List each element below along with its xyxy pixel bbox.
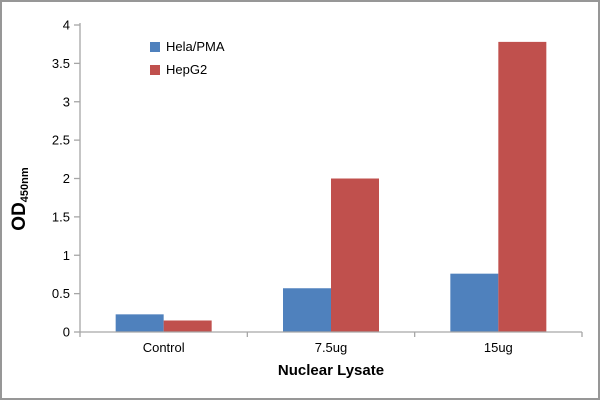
x-axis-title: Nuclear Lysate (277, 362, 385, 379)
y-axis-tick-label: 0 (63, 325, 70, 340)
legend-label: HepG2 (166, 62, 208, 77)
legend-item-hela-pma: Hela/PMA (150, 40, 225, 54)
x-axis-category-label: 7.5ug (315, 340, 348, 355)
y-axis-title-subscript: 450nm (19, 167, 31, 203)
y-axis-tick-label: 2 (63, 171, 70, 186)
y-axis-title: OD450nm (9, 129, 31, 269)
bar-hela-pma-7.5ug (283, 288, 331, 332)
x-axis-category-label: Control (143, 340, 185, 355)
x-axis-category-label: 15ug (484, 340, 513, 355)
y-axis-title-main: OD (9, 202, 30, 231)
y-axis-tick-label: 0.5 (52, 286, 70, 301)
y-axis-tick-label: 3 (63, 94, 70, 109)
legend-swatch-icon (150, 65, 160, 75)
legend-item-hepg2: HepG2 (150, 63, 225, 77)
y-axis-tick-label: 2.5 (52, 133, 70, 148)
bar-hepg2-15ug (498, 41, 547, 332)
bar-hepg2-control (163, 320, 212, 332)
legend-swatch-icon (150, 42, 160, 52)
legend-label: Hela/PMA (166, 39, 225, 54)
y-axis-tick-label: 1 (63, 248, 70, 263)
legend: Hela/PMA HepG2 (150, 40, 225, 77)
y-axis-tick-label: 4 (63, 18, 70, 33)
y-axis-tick-label: 3.5 (52, 56, 70, 71)
y-axis-tick-label: 1.5 (52, 209, 70, 224)
bar-hepg2-7.5ug (331, 178, 379, 332)
bar-hela-pma-control (115, 314, 164, 332)
bar-hela-pma-15ug (450, 273, 499, 332)
